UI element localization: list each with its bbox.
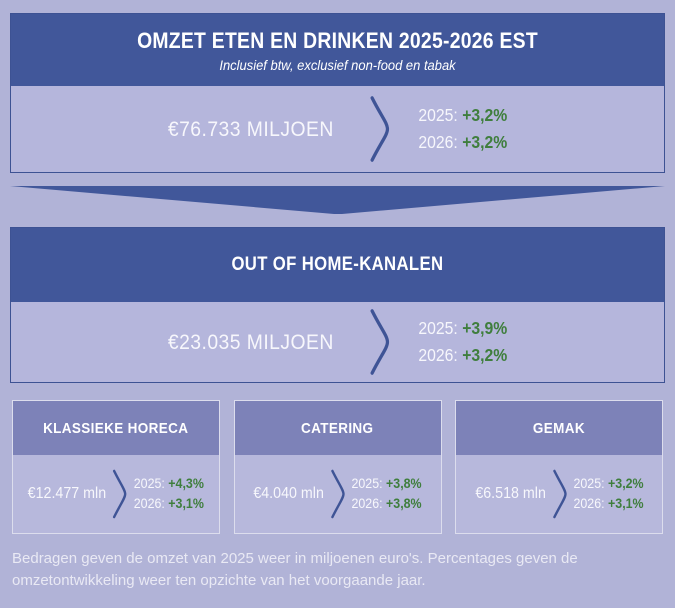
growth-line: 2025: +3,2% [418,102,507,129]
ooh-panel-body: €23.035 MILJOEN 2025: +3,9% 2026: +3,2% [11,302,664,382]
growth-line: 2026: +3,2% [418,342,507,369]
card-klassieke-horeca: KLASSIEKE HORECA €12.477 mln 2025: +4,3%… [12,400,220,534]
chevron-right-icon [370,309,390,375]
growth-value: +3,2% [462,132,508,152]
growth-line: 2026: +3,1% [134,494,204,514]
card-header: CATERING [234,401,441,455]
card-title: GEMAK [532,419,586,437]
card-amount: €4.040 mln [253,485,324,502]
growth-year: 2026: [573,496,605,511]
chevron-right-icon [370,96,390,162]
growth-line: 2025: +3,8% [352,474,422,494]
card-body: €12.477 mln 2025: +4,3% 2026: +3,1% [13,455,219,533]
total-panel: OMZET ETEN EN DRINKEN 2025-2026 EST Incl… [10,13,665,173]
channel-cards: KLASSIEKE HORECA €12.477 mln 2025: +4,3%… [12,400,663,534]
growth-year: 2025: [573,476,605,492]
card-body: €4.040 mln 2025: +3,8% 2026: +3,8% [234,455,441,533]
growth-line: 2025: +3,2% [573,474,643,494]
ooh-panel: OUT OF HOME-KANALEN €23.035 MILJOEN 2025… [10,227,665,383]
page-title: OMZET ETEN EN DRINKEN 2025-2026 EST [137,28,538,53]
growth-year: 2025: [418,104,458,125]
growth-value: +3,8% [386,476,422,492]
card-growth-list: 2025: +3,8% 2026: +3,8% [352,474,422,513]
chevron-right-icon [330,469,345,519]
growth-line: 2026: +3,2% [418,129,507,156]
growth-value: +3,9% [462,317,508,338]
growth-line: 2025: +3,9% [418,315,507,342]
card-growth-list: 2025: +3,2% 2026: +3,1% [573,474,643,513]
growth-year: 2026: [133,496,166,511]
growth-value: +3,8% [386,496,422,511]
growth-year: 2026: [418,132,458,152]
chevron-right-icon [113,469,127,519]
growth-value: +4,3% [168,476,205,492]
card-gemak: GEMAK €6.518 mln 2025: +3,2% 2026: +3,1% [455,400,663,534]
funnel-arrow [10,186,665,214]
card-title: KLASSIEKE HORECA [43,419,189,437]
growth-value: +3,1% [607,496,644,511]
card-header: GEMAK [456,401,662,455]
card-growth-list: 2025: +4,3% 2026: +3,1% [134,474,204,513]
growth-year: 2025: [133,476,166,492]
growth-value: +3,2% [462,345,508,365]
growth-year: 2025: [418,317,458,338]
card-header: KLASSIEKE HORECA [13,401,219,455]
total-growth-list: 2025: +3,2% 2026: +3,2% [418,102,507,156]
card-title: CATERING [301,419,374,437]
chevron-right-icon [552,469,566,519]
growth-line: 2025: +4,3% [134,474,204,494]
growth-value: +3,2% [462,104,508,125]
growth-value: +3,2% [607,476,644,492]
growth-line: 2026: +3,1% [573,494,643,514]
ooh-panel-header: OUT OF HOME-KANALEN [11,228,664,302]
total-panel-body: €76.733 MILJOEN 2025: +3,2% 2026: +3,2% [11,86,664,172]
growth-year: 2025: [351,476,383,492]
ooh-amount: €23.035 MILJOEN [167,329,334,354]
footnote: Bedragen geven de omzet van 2025 weer in… [12,550,578,589]
card-body: €6.518 mln 2025: +3,2% 2026: +3,1% [456,455,662,533]
card-amount: €6.518 mln [474,485,546,502]
card-amount: €12.477 mln [27,485,107,502]
total-amount: €76.733 MILJOEN [167,116,334,141]
page-subtitle: Inclusief btw, exclusief non-food en tab… [219,58,456,73]
ooh-growth-list: 2025: +3,9% 2026: +3,2% [418,315,507,369]
growth-year: 2026: [418,345,458,365]
growth-year: 2026: [351,496,383,511]
growth-value: +3,1% [168,496,205,511]
ooh-title: OUT OF HOME-KANALEN [231,254,444,275]
growth-line: 2026: +3,8% [352,494,422,514]
card-catering: CATERING €4.040 mln 2025: +3,8% 2026: +3… [233,400,442,534]
total-panel-header: OMZET ETEN EN DRINKEN 2025-2026 EST Incl… [11,14,664,86]
